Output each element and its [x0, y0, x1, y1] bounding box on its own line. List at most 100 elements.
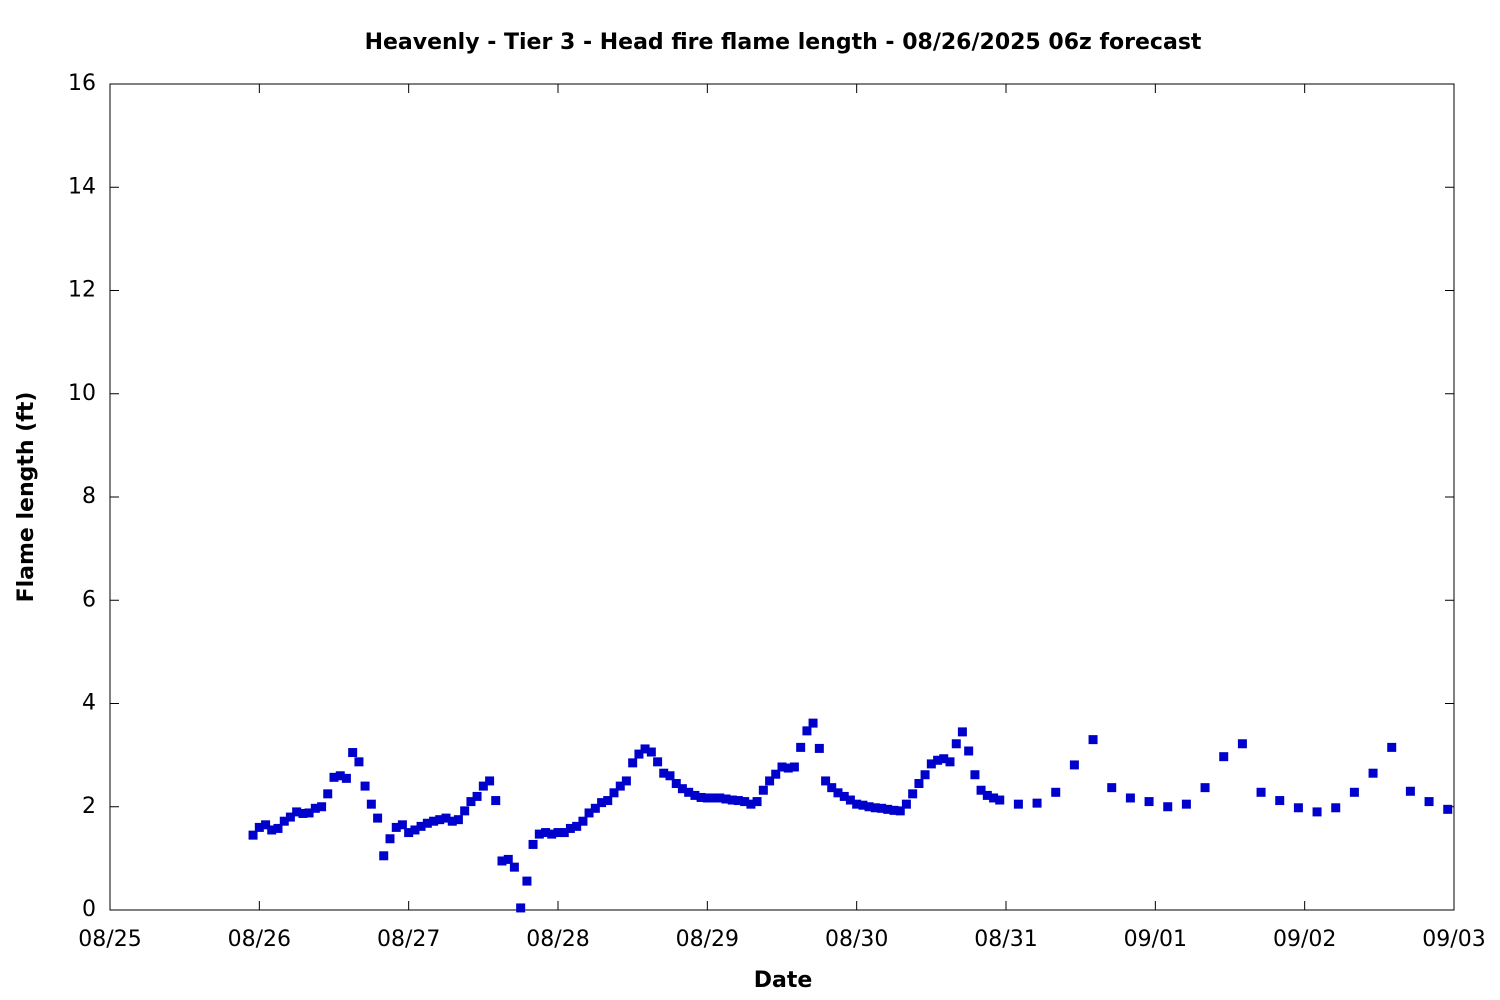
data-point	[789, 762, 799, 772]
data-point	[989, 793, 999, 803]
data-point	[348, 748, 358, 758]
data-point	[485, 776, 495, 786]
data-point	[435, 815, 445, 825]
data-point	[1032, 798, 1042, 808]
data-point	[808, 718, 818, 728]
data-point	[740, 797, 750, 807]
data-point	[733, 796, 743, 806]
data-point	[491, 796, 501, 806]
data-point	[341, 773, 351, 783]
data-point	[304, 808, 314, 818]
data-point	[721, 794, 731, 804]
data-point	[858, 800, 868, 810]
data-point	[497, 856, 507, 866]
data-point	[814, 743, 824, 753]
data-point	[354, 757, 364, 767]
data-point	[547, 829, 557, 839]
data-point	[385, 834, 395, 844]
data-point	[945, 757, 955, 767]
data-point	[1125, 793, 1135, 803]
data-point	[659, 768, 669, 778]
data-point	[597, 798, 607, 808]
data-point	[1331, 803, 1341, 813]
data-point	[416, 821, 426, 831]
data-point	[995, 795, 1005, 805]
y-tick-label: 6	[82, 587, 96, 612]
data-point	[578, 816, 588, 826]
y-tick-label: 2	[82, 794, 96, 819]
data-point	[870, 803, 880, 813]
data-point	[422, 818, 432, 828]
data-point	[908, 789, 918, 799]
data-point	[404, 828, 414, 838]
data-point	[864, 802, 874, 812]
data-point	[926, 759, 936, 769]
data-point	[709, 793, 719, 803]
data-point	[478, 781, 488, 791]
y-tick-label: 0	[82, 897, 96, 922]
data-point	[920, 770, 930, 780]
data-point	[1107, 783, 1117, 793]
data-point	[516, 903, 526, 913]
data-point	[335, 771, 345, 781]
data-point	[267, 825, 277, 835]
data-point	[802, 726, 812, 736]
data-point	[410, 825, 420, 835]
y-tick-label: 14	[68, 174, 96, 199]
y-tick-label: 8	[82, 484, 96, 509]
data-point	[621, 776, 631, 786]
data-point	[1144, 797, 1154, 807]
data-point	[528, 839, 538, 849]
data-point	[796, 742, 806, 752]
data-point	[634, 749, 644, 759]
data-point	[285, 812, 295, 822]
data-point	[572, 821, 582, 831]
data-point	[522, 876, 532, 886]
data-point	[1405, 786, 1415, 796]
data-point	[1424, 797, 1434, 807]
x-tick-label: 08/25	[78, 927, 141, 952]
data-point	[1200, 783, 1210, 793]
data-point	[559, 828, 569, 838]
data-point	[646, 747, 656, 757]
data-point	[982, 790, 992, 800]
data-point	[752, 797, 762, 807]
data-point	[1013, 799, 1023, 809]
data-point	[1256, 787, 1266, 797]
data-point	[845, 795, 855, 805]
data-point	[360, 781, 370, 791]
data-point	[323, 789, 333, 799]
x-tick-label: 08/31	[974, 927, 1037, 952]
data-point	[397, 820, 407, 830]
data-point	[292, 807, 302, 817]
data-point	[1069, 760, 1079, 770]
data-point	[901, 799, 911, 809]
data-point	[248, 830, 258, 840]
y-tick-label: 16	[68, 71, 96, 96]
data-point	[1312, 807, 1322, 817]
data-point	[883, 804, 893, 814]
data-point	[690, 790, 700, 800]
data-point	[970, 770, 980, 780]
data-point	[1088, 735, 1098, 745]
data-point	[677, 784, 687, 794]
data-point	[254, 822, 264, 832]
data-point	[503, 854, 513, 864]
data-point	[727, 795, 737, 805]
data-point	[565, 823, 575, 833]
y-tick-label: 4	[82, 691, 96, 716]
data-point	[460, 806, 470, 816]
data-point	[534, 829, 544, 839]
data-point	[827, 783, 837, 793]
data-point	[877, 803, 887, 813]
data-point	[615, 781, 625, 791]
y-tick-label: 10	[68, 381, 96, 406]
data-point	[466, 797, 476, 807]
data-point	[957, 727, 967, 737]
data-point	[329, 772, 339, 782]
data-point	[684, 787, 694, 797]
data-point	[279, 816, 289, 826]
data-point	[821, 776, 831, 786]
